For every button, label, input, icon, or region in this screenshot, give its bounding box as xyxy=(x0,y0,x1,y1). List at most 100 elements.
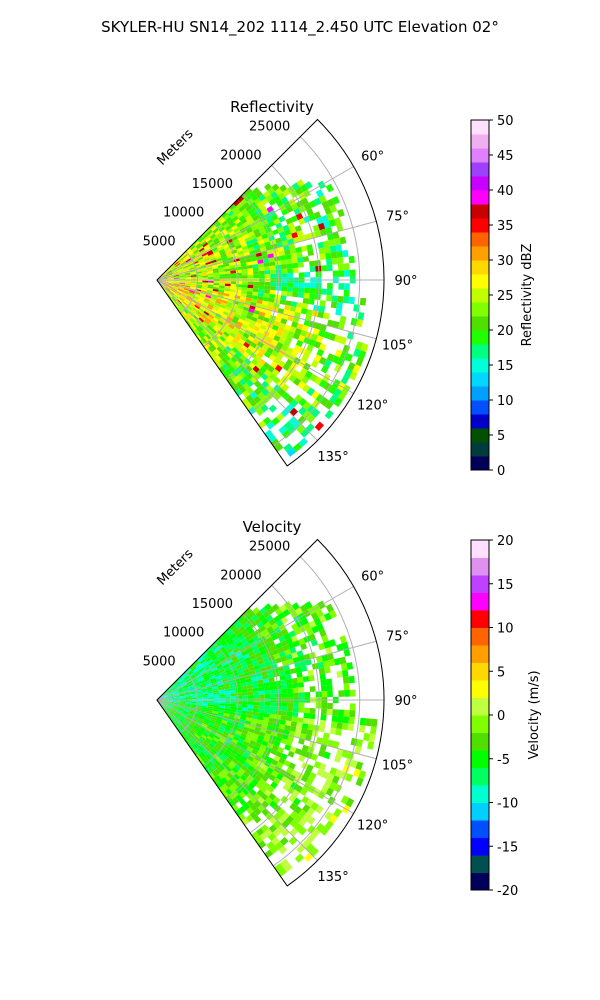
velocity-colorbar-ticks: -20 -15 -10 -5 0 5 10 15 20 xyxy=(489,534,518,899)
colorbar-swatch xyxy=(471,785,489,803)
azimuth-gridline xyxy=(156,279,318,441)
azimuth-gridline xyxy=(156,699,377,760)
reflectivity-range-label: Meters xyxy=(155,126,197,168)
colorbar-swatch xyxy=(471,715,489,733)
velocity-azimuth-ticks: 60° 75° 90° 105° 120° 135° xyxy=(317,570,417,886)
azimuth-tick-label: 90° xyxy=(394,694,417,709)
colorbar-swatch xyxy=(471,540,489,558)
colorbar-swatch xyxy=(471,232,489,247)
colorbar-tick-label: 25 xyxy=(497,289,514,304)
colorbar-tick-label: 50 xyxy=(497,114,514,129)
colorbar-swatch xyxy=(471,120,489,135)
range-gridline xyxy=(272,556,361,867)
azimuth-tick-label: 105° xyxy=(382,338,413,353)
range-gridline xyxy=(226,613,280,801)
colorbar-tick-label: 0 xyxy=(497,464,505,479)
range-tick-label: 20000 xyxy=(220,568,261,583)
range-gridline xyxy=(249,584,320,834)
sector-outline xyxy=(156,118,385,467)
colorbar-swatch xyxy=(471,557,489,576)
colorbar-swatch xyxy=(471,134,489,149)
colorbar-swatch xyxy=(471,428,489,443)
reflectivity-colorbar-ticks: 0 5 10 15 20 25 30 35 40 45 50 xyxy=(489,114,514,479)
colorbar-tick-label: 40 xyxy=(497,184,514,199)
azimuth-tick-label: 75° xyxy=(386,630,409,645)
range-gridline xyxy=(203,642,239,767)
range-tick-label: 5000 xyxy=(143,234,176,249)
colorbar-swatch xyxy=(471,260,489,275)
azimuth-tick-label: 60° xyxy=(361,150,384,165)
colorbar-tick-label: 30 xyxy=(497,254,514,269)
range-gridline xyxy=(179,670,199,734)
colorbar-swatch xyxy=(471,837,489,856)
reflectivity-azimuth-ticks: 60° 75° 90° 105° 120° 135° xyxy=(317,150,417,466)
colorbar-swatch xyxy=(471,855,489,873)
range-tick-label: 10000 xyxy=(163,626,204,641)
range-tick-label: 10000 xyxy=(163,206,204,221)
colorbar-swatch xyxy=(471,358,489,373)
colorbar-swatch xyxy=(471,697,489,716)
range-gridline xyxy=(249,164,320,414)
colorbar-swatch xyxy=(471,274,489,289)
figure-title: SKYLER-HU SN14_202 1114_2.450 UTC Elevat… xyxy=(101,18,499,37)
colorbar-swatch xyxy=(471,330,489,345)
velocity-grid xyxy=(156,556,384,867)
range-gridline xyxy=(179,250,199,314)
reflectivity-panel: Reflectivity 5000 10000 15000 20000 25000 Me… xyxy=(143,98,535,479)
colorbar-swatch xyxy=(471,750,489,768)
azimuth-gridline xyxy=(156,279,377,340)
colorbar-swatch xyxy=(471,190,489,205)
colorbar-swatch xyxy=(471,344,489,359)
colorbar-tick-label: 5 xyxy=(497,665,505,680)
reflectivity-field xyxy=(157,179,369,457)
colorbar-tick-label: 20 xyxy=(497,534,514,549)
range-tick-label: 5000 xyxy=(143,654,176,669)
azimuth-gridline xyxy=(156,699,318,861)
colorbar-swatch xyxy=(471,627,489,646)
azimuth-tick-label: 135° xyxy=(317,870,348,885)
colorbar-swatch xyxy=(471,575,489,593)
colorbar-swatch xyxy=(471,680,489,698)
colorbar-swatch xyxy=(471,592,489,611)
colorbar-swatch xyxy=(471,148,489,163)
colorbar-tick-label: 0 xyxy=(497,709,505,724)
colorbar-tick-label: 15 xyxy=(497,578,514,593)
azimuth-tick-label: 105° xyxy=(382,758,413,773)
colorbar-swatch xyxy=(471,802,489,821)
colorbar-swatch xyxy=(471,767,489,786)
colorbar-swatch xyxy=(471,246,489,261)
sector-outline xyxy=(156,538,385,887)
range-gridline xyxy=(272,136,361,447)
colorbar-swatch xyxy=(471,372,489,387)
azimuth-tick-label: 60° xyxy=(361,570,384,585)
colorbar-tick-label: 5 xyxy=(497,429,505,444)
colorbar-swatch xyxy=(471,218,489,233)
reflectivity-title: Reflectivity xyxy=(230,98,314,116)
azimuth-gridline xyxy=(156,699,354,814)
range-tick-label: 25000 xyxy=(249,120,290,135)
velocity-panel: Velocity 5000 10000 15000 20000 25000 Meters… xyxy=(143,518,542,899)
velocity-range-label: Meters xyxy=(155,546,197,588)
colorbar-tick-label: 45 xyxy=(497,149,514,164)
azimuth-tick-label: 120° xyxy=(357,399,388,414)
azimuth-tick-label: 120° xyxy=(357,819,388,834)
colorbar-swatch xyxy=(471,316,489,331)
colorbar-swatch xyxy=(471,456,489,471)
reflectivity-colorbar-label: Reflectivity dBZ xyxy=(520,244,535,347)
colorbar-swatch xyxy=(471,302,489,317)
range-tick-label: 15000 xyxy=(192,597,233,612)
velocity-colorbar xyxy=(470,539,490,891)
colorbar-tick-label: 10 xyxy=(497,622,514,637)
range-tick-label: 15000 xyxy=(192,177,233,192)
velocity-range-ticks: 5000 10000 15000 20000 25000 xyxy=(143,540,291,670)
colorbar-swatch xyxy=(471,400,489,415)
azimuth-gridline xyxy=(156,279,354,394)
range-gridline xyxy=(226,193,280,381)
velocity-colorbar-label: Velocity (m/s) xyxy=(527,670,542,759)
colorbar-swatch xyxy=(471,414,489,429)
colorbar-swatch xyxy=(471,820,489,838)
velocity-title: Velocity xyxy=(243,518,302,536)
velocity-field xyxy=(157,600,378,877)
reflectivity-colorbar xyxy=(470,119,490,471)
